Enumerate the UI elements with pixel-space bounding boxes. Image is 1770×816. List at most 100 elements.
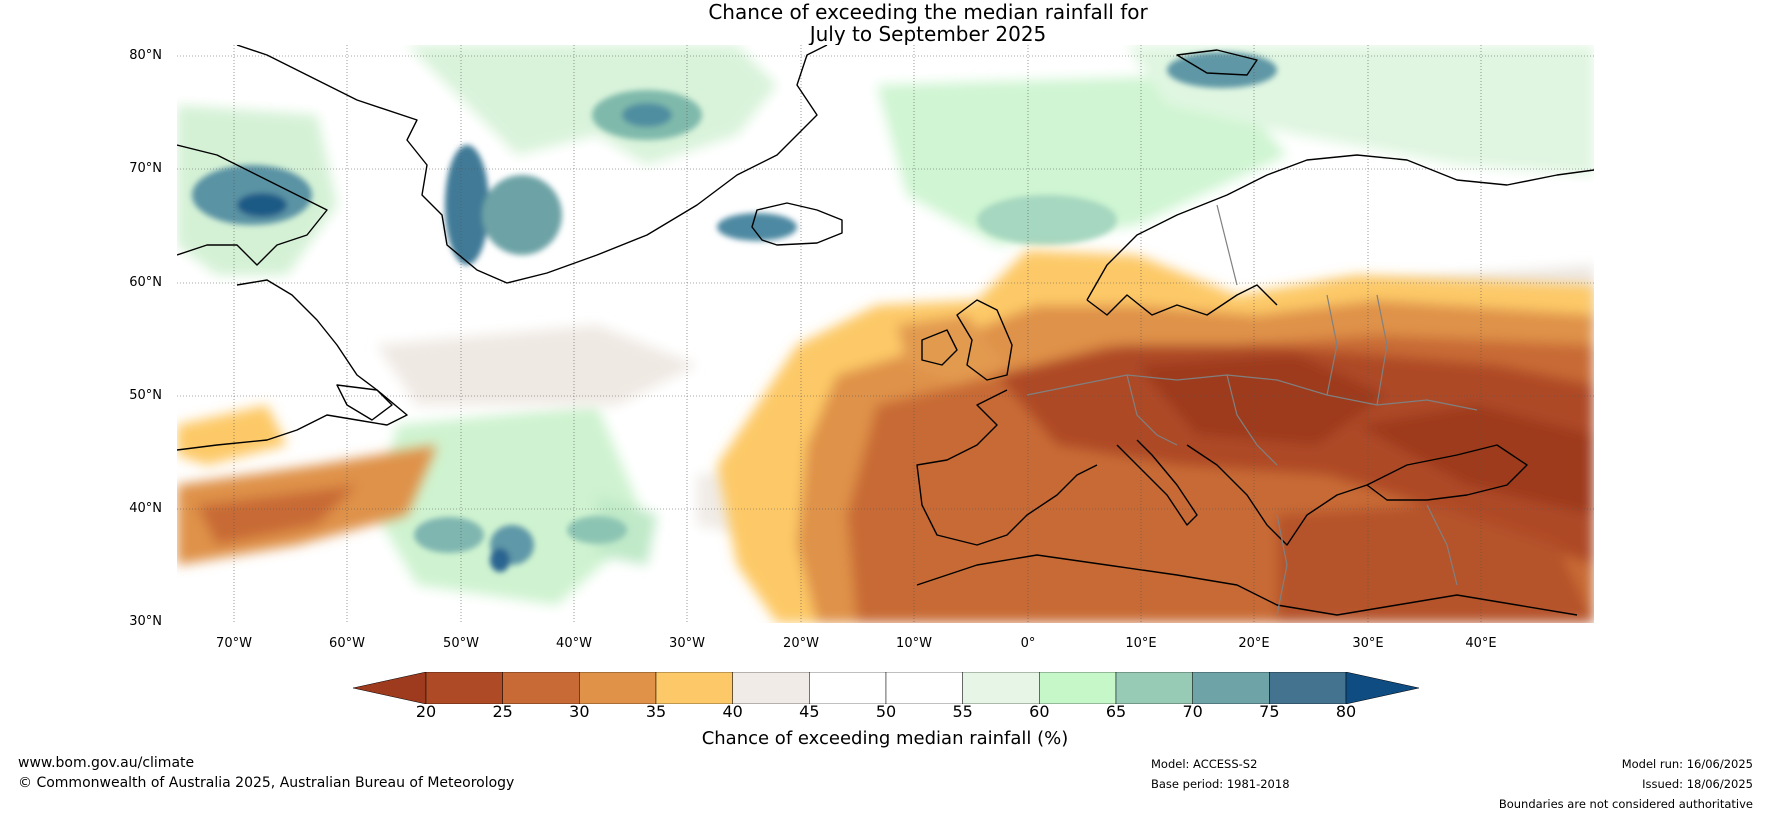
colorbar-tick-65: 65 [1105, 702, 1127, 721]
lat-label-80n: 80°N [129, 48, 162, 63]
colorbar-segment-30-35 [579, 671, 657, 705]
border-7 [1426, 504, 1458, 586]
coast-scandinavia [1086, 154, 1594, 301]
dry-area-newfoundland-strip [177, 405, 287, 465]
lon-label-60w: 60°W [329, 636, 365, 651]
lon-label-40e: 40°E [1465, 636, 1497, 651]
colorbar-tick-70: 70 [1182, 702, 1203, 721]
border-3 [1226, 374, 1278, 466]
border-5 [1326, 294, 1338, 396]
colorbar-segment-70-75 [1192, 671, 1270, 705]
coast-italy [1116, 439, 1198, 526]
wet-area-atlantic [377, 405, 647, 605]
colorbar-tick-75: 75 [1259, 702, 1280, 721]
colorbar-tick-60: 60 [1029, 702, 1050, 721]
footer-disclaimer: Boundaries are not considered authoritat… [1498, 797, 1753, 811]
wet-area-greenland-sea [407, 45, 777, 165]
colorbar-segment-55-60 [962, 671, 1040, 705]
coast-france-iberia [916, 389, 1098, 546]
lat-label-70n: 70°N [129, 161, 162, 176]
coast-labrador [177, 279, 408, 451]
chart-title-line-1: Chance of exceeding the median rainfall … [708, 0, 1148, 24]
neutral-area-mid-atlantic [377, 325, 697, 405]
coast-black-sea [1366, 444, 1528, 501]
wet-core-greenland-west [445, 145, 489, 265]
lat-label-30n: 30°N [129, 614, 162, 629]
dry-signal-areas [177, 250, 1594, 623]
colorbar [352, 671, 1420, 705]
wet-area-norwegian-sea [877, 75, 1287, 245]
coast-svalbard [1176, 49, 1258, 76]
map-canvas [177, 45, 1594, 623]
colorbar-segment-45-50 [809, 671, 887, 705]
lon-label-10e: 10°E [1125, 636, 1157, 651]
colorbar-tick-25: 25 [492, 702, 513, 721]
border-8 [1276, 514, 1288, 616]
strong-wet-areas [192, 52, 1277, 572]
coast-newfoundland [336, 384, 393, 421]
wet-core-greenland-south [482, 175, 562, 255]
wet-core-atlantic-1 [414, 517, 484, 553]
coast-iceland [751, 202, 843, 246]
border-9 [1216, 204, 1238, 286]
colorbar-graphic [352, 671, 1420, 705]
coastlines [177, 45, 1594, 616]
lon-label-10w: 10°W [896, 636, 932, 651]
dry-area-black-sea [1357, 405, 1594, 515]
coast-scandinavia-south [1086, 284, 1278, 316]
country-borders [1026, 204, 1478, 616]
colorbar-extend-high [1345, 671, 1420, 705]
colorbar-segment-40-45 [732, 671, 810, 705]
wet-core-svalbard [1167, 52, 1277, 88]
graticule [177, 45, 1594, 623]
colorbar-tick-35: 35 [645, 702, 667, 721]
coast-britain [956, 299, 1013, 381]
lon-label-40w: 40°W [556, 636, 592, 651]
coast-ireland [921, 329, 958, 366]
colorbar-segment-60-65 [1039, 671, 1117, 705]
border-2 [1126, 374, 1178, 446]
colorbar-extend-low [352, 671, 427, 705]
footer-issued: Issued: 18/06/2025 [1642, 777, 1753, 791]
colorbar-tick-40: 40 [722, 702, 743, 721]
footer-website: www.bom.gov.au/climate [18, 755, 195, 771]
colorbar-tick-20: 20 [415, 702, 437, 721]
colorbar-tick-55: 55 [952, 702, 973, 721]
coast-balkans [1186, 444, 1368, 546]
border-6 [1376, 294, 1388, 406]
wet-core-iceland [717, 213, 797, 241]
colorbar-tick-30: 30 [569, 702, 590, 721]
lon-label-70w: 70°W [216, 636, 252, 651]
footer-model: Model: ACCESS-S2 [1151, 757, 1258, 771]
lon-label-20w: 20°W [783, 636, 819, 651]
chart-title-line-2: July to September 2025 [809, 22, 1047, 46]
footer-model-run: Model run: 16/06/2025 [1621, 757, 1753, 771]
lat-label-40n: 40°N [129, 501, 162, 516]
lon-label-0: 0° [1020, 636, 1036, 651]
colorbar-segment-75-80 [1269, 671, 1347, 705]
footer-base-period: Base period: 1981-2018 [1151, 777, 1290, 791]
wet-core-greenland-east-inner [622, 103, 672, 127]
wet-core-atlantic-3 [567, 516, 627, 544]
lat-label-60n: 60°N [129, 275, 162, 290]
colorbar-segment-20-25 [425, 671, 503, 705]
colorbar-tick-80: 80 [1335, 702, 1357, 721]
colorbar-segment-65-70 [1115, 671, 1193, 705]
lon-label-20e: 20°E [1238, 636, 1270, 651]
lon-label-30e: 30°E [1352, 636, 1384, 651]
lat-label-50n: 50°N [129, 388, 162, 403]
coast-north-africa [916, 554, 1578, 616]
coast-greenland [236, 45, 828, 284]
rainfall-map [177, 45, 1594, 623]
coast-baffin [177, 144, 328, 266]
colorbar-label: Chance of exceeding median rainfall (%) [701, 728, 1069, 749]
footer-copyright: © Commonwealth of Australia 2025, Austra… [18, 775, 515, 791]
colorbar-tick-50: 50 [875, 702, 897, 721]
colorbar-segment-50-55 [885, 671, 963, 705]
wet-core-baffin-inner [237, 193, 287, 217]
dry-area-british-isles [897, 315, 1007, 385]
wet-core-norway [977, 195, 1117, 245]
wet-core-atlantic-4 [490, 548, 510, 572]
border-1 [1026, 374, 1278, 396]
colorbar-tick-45: 45 [799, 702, 820, 721]
